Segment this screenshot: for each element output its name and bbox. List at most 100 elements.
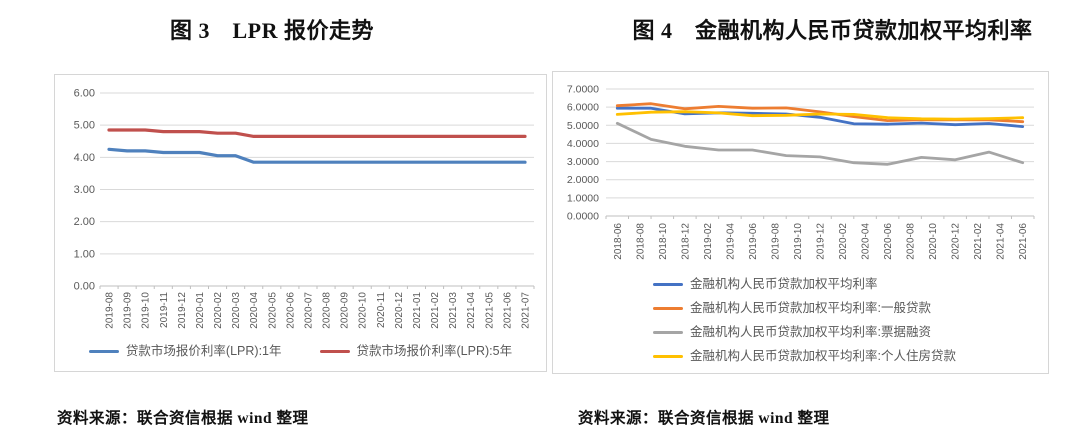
x-tick-label: 2019-12 bbox=[816, 223, 827, 260]
x-tick-label: 2020-04 bbox=[249, 292, 260, 329]
x-tick-label: 2018-06 bbox=[613, 223, 624, 260]
series-line-0 bbox=[615, 106, 1025, 128]
x-tick-label: 2019-09 bbox=[123, 292, 134, 329]
legend-line-swatch bbox=[653, 354, 683, 359]
y-tick-label: 0.00 bbox=[74, 281, 95, 293]
x-tick-label: 2020-03 bbox=[231, 292, 242, 329]
series-line-2 bbox=[615, 121, 1025, 166]
x-tick-label: 2020-06 bbox=[285, 292, 296, 329]
legend-item-0: 金融机构人民币贷款加权平均利率 bbox=[653, 278, 956, 291]
legend-label: 金融机构人民币贷款加权平均利率:一般贷款 bbox=[690, 301, 931, 315]
x-tick-label: 2020-12 bbox=[394, 292, 405, 329]
y-tick-label: 0.0000 bbox=[567, 211, 599, 223]
y-tick-label: 3.0000 bbox=[567, 156, 599, 168]
x-tick-label: 2021-06 bbox=[502, 292, 513, 329]
series-line-3 bbox=[615, 110, 1025, 121]
x-tick-label: 2019-06 bbox=[748, 223, 759, 260]
figure-4-title: 图 4 金融机构人民币贷款加权平均利率 bbox=[632, 18, 1033, 43]
figure-3-title: 图 3 LPR 报价走势 bbox=[169, 18, 374, 43]
x-tick-label: 2021-07 bbox=[520, 292, 531, 329]
x-tick-label: 2020-02 bbox=[838, 223, 849, 260]
x-tick-label: 2019-08 bbox=[770, 223, 781, 260]
x-axis-ticks bbox=[99, 286, 535, 289]
legend-line-swatch bbox=[653, 330, 683, 335]
x-tick-label: 2019-10 bbox=[141, 292, 152, 329]
x-tick-label: 2019-04 bbox=[725, 223, 736, 260]
x-tick-label: 2019-10 bbox=[793, 223, 804, 260]
legend-label: 金融机构人民币贷款加权平均利率:个人住房贷款 bbox=[690, 349, 956, 363]
legend-label: 金融机构人民币贷款加权平均利率:票据融资 bbox=[690, 325, 931, 339]
legend-item-0: 贷款市场报价利率(LPR):1年 bbox=[88, 344, 282, 358]
y-tick-label: 4.00 bbox=[74, 152, 95, 164]
legend-item-2: 金融机构人民币贷款加权平均利率:票据融资 bbox=[653, 326, 956, 339]
x-tick-label: 2020-04 bbox=[861, 223, 872, 260]
x-tick-label: 2021-04 bbox=[466, 292, 477, 329]
x-tick-label: 2019-11 bbox=[159, 292, 170, 328]
series-line-0 bbox=[107, 147, 527, 164]
series-line-1 bbox=[107, 128, 527, 139]
figure-3-chart-panel: 0.00 1.00 2.00 3.00 4.00 5.00 6.00 2019-08 2019-… bbox=[54, 74, 547, 372]
legend-item-1: 金融机构人民币贷款加权平均利率:一般贷款 bbox=[653, 302, 956, 315]
figure-4-legend: 金融机构人民币贷款加权平均利率 金融机构人民币贷款加权平均利率:一般贷款 金融机构人… bbox=[653, 278, 956, 363]
y-tick-label: 2.0000 bbox=[567, 174, 599, 186]
figure-4-chart-panel: 0.0000 1.0000 2.0000 3.0000 4.0000 5.0000 6.00… bbox=[552, 71, 1049, 374]
x-tick-label: 2021-06 bbox=[1018, 223, 1029, 260]
x-tick-label: 2021-05 bbox=[484, 292, 495, 329]
x-tick-label: 2020-02 bbox=[213, 292, 224, 329]
x-tick-label: 2020-09 bbox=[340, 292, 351, 329]
x-tick-label: 2021-02 bbox=[430, 292, 441, 329]
x-tick-label: 2020-05 bbox=[267, 292, 278, 329]
x-tick-label: 2020-07 bbox=[303, 292, 314, 329]
x-tick-label: 2018-10 bbox=[658, 223, 669, 260]
x-tick-label: 2020-10 bbox=[358, 292, 369, 329]
y-axis-labels: 0.00 1.00 2.00 3.00 4.00 5.00 6.00 bbox=[74, 88, 95, 293]
y-tick-label: 2.00 bbox=[74, 216, 95, 228]
legend-item-3: 金融机构人民币贷款加权平均利率:个人住房贷款 bbox=[653, 350, 956, 363]
x-tick-label: 2018-12 bbox=[680, 223, 691, 260]
legend-label: 贷款市场报价利率(LPR):1年 bbox=[125, 344, 282, 358]
legend-line-swatch bbox=[319, 349, 350, 354]
x-tick-label: 2020-12 bbox=[951, 223, 962, 260]
x-tick-label: 2021-02 bbox=[973, 223, 984, 260]
gridlines bbox=[100, 92, 534, 287]
x-tick-label: 2020-08 bbox=[322, 292, 333, 329]
legend-line-swatch bbox=[653, 282, 683, 287]
x-axis-ticks bbox=[605, 216, 1035, 219]
weighted-average-rate-line-chart: 0.0000 1.0000 2.0000 3.0000 4.0000 5.0000 6.00… bbox=[567, 84, 1035, 260]
x-tick-label: 2019-08 bbox=[105, 292, 116, 329]
x-axis-labels: 2018-06 2018-08 2018-10 2018-12 2019-02 2019-… bbox=[613, 223, 1029, 260]
y-tick-label: 3.00 bbox=[74, 184, 95, 196]
y-tick-label: 5.00 bbox=[74, 120, 95, 132]
y-axis-labels: 0.0000 1.0000 2.0000 3.0000 4.0000 5.0000 6.00… bbox=[567, 84, 599, 223]
legend-line-swatch bbox=[653, 306, 683, 311]
x-tick-label: 2020-01 bbox=[195, 292, 206, 329]
legend-line-swatch bbox=[88, 349, 119, 354]
legend-item-1: 贷款市场报价利率(LPR):5年 bbox=[319, 344, 513, 358]
x-axis-labels: 2019-08 2019-09 2019-10 2019-11 2019-12 2020-… bbox=[105, 292, 532, 329]
legend-label: 贷款市场报价利率(LPR):5年 bbox=[356, 344, 513, 358]
y-tick-label: 1.0000 bbox=[567, 192, 599, 204]
x-tick-label: 2021-01 bbox=[412, 292, 423, 329]
x-tick-label: 2020-11 bbox=[376, 292, 387, 328]
figure-3-source: 资料来源：联合资信根据 wind 整理 bbox=[57, 410, 309, 427]
x-tick-label: 2021-04 bbox=[996, 223, 1007, 260]
x-tick-label: 2021-03 bbox=[448, 292, 459, 329]
y-tick-label: 6.00 bbox=[74, 88, 95, 100]
legend-label: 金融机构人民币贷款加权平均利率 bbox=[690, 277, 878, 291]
x-tick-label: 2020-06 bbox=[883, 223, 894, 260]
y-tick-label: 6.0000 bbox=[567, 102, 599, 114]
figure-3-legend: 贷款市场报价利率(LPR):1年 贷款市场报价利率(LPR):5年 bbox=[55, 345, 546, 358]
y-tick-label: 7.0000 bbox=[567, 84, 599, 96]
x-tick-label: 2020-10 bbox=[928, 223, 939, 260]
x-tick-label: 2019-02 bbox=[703, 223, 714, 260]
y-tick-label: 1.00 bbox=[74, 248, 95, 260]
y-tick-label: 5.0000 bbox=[567, 120, 599, 132]
x-tick-label: 2018-08 bbox=[635, 223, 646, 260]
figure-4-source: 资料来源：联合资信根据 wind 整理 bbox=[578, 410, 830, 427]
x-tick-label: 2020-08 bbox=[906, 223, 917, 260]
x-tick-label: 2019-12 bbox=[177, 292, 188, 329]
y-tick-label: 4.0000 bbox=[567, 138, 599, 150]
gridlines bbox=[606, 88, 1034, 217]
